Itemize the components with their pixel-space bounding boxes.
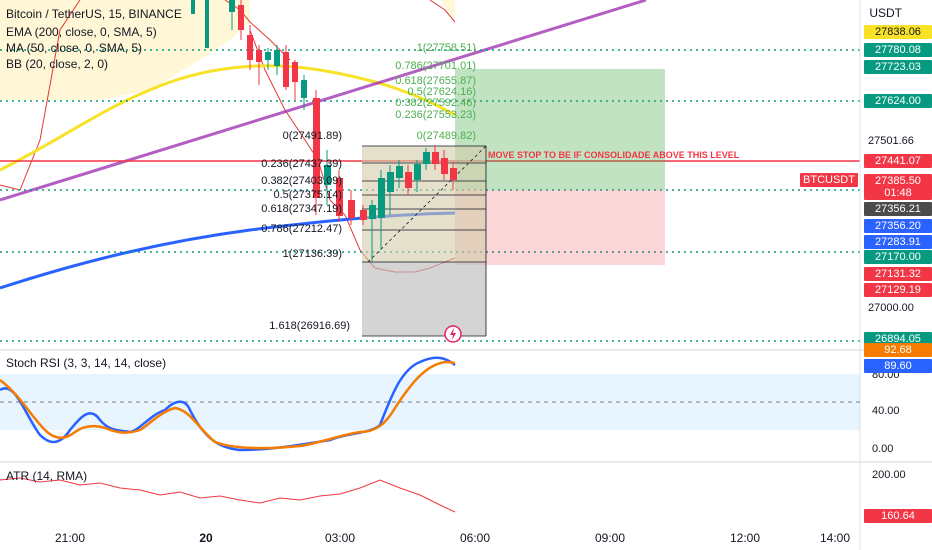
x-axis-label: 06:00 <box>459 531 491 545</box>
fib-level-label: 0.618(27347.19) <box>261 203 342 215</box>
fib-extension-label: 0.786(27701.01) <box>395 60 476 72</box>
x-axis-label: 12:00 <box>729 531 761 545</box>
x-axis-label: 09:00 <box>594 531 626 545</box>
legend-ema: EMA (200, close, 0, SMA, 5) <box>6 25 157 39</box>
position-profit-zone <box>455 69 665 190</box>
stoch-d-line <box>0 360 456 450</box>
position-loss-zone <box>455 190 665 265</box>
price-tag: 27780.08 <box>864 43 932 57</box>
fib-level-label: 0.382(27403.09) <box>261 175 342 187</box>
price-tag: 27385.50 <box>864 174 932 188</box>
legend-stoch-rsi: Stoch RSI (3, 3, 14, 14, close) <box>6 356 167 370</box>
price-tag: 27129.19 <box>864 283 932 297</box>
candles <box>229 0 457 262</box>
stoch-band <box>0 374 860 430</box>
fib-extension-label: 0.236(27553.23) <box>395 109 476 121</box>
x-axis-label: 14:00 <box>819 531 851 545</box>
bollinger-upper-line-right <box>429 0 456 23</box>
x-axis-label: 03:00 <box>324 531 356 545</box>
bollinger-lower-line <box>0 0 81 191</box>
fib-level-label: 0.236(27437.39) <box>261 158 342 170</box>
fib-level-label: 0.5(27375.14) <box>273 189 343 201</box>
price-tag: 27356.20 <box>864 219 932 233</box>
fib-level-label: 1.618(26916.69) <box>269 320 350 332</box>
price-tag: 92.68 <box>864 343 932 357</box>
fib-level-label: 0(27491.89) <box>282 130 342 142</box>
fib-box-lower <box>362 262 486 336</box>
fib-level-label: 1(27136.39) <box>282 248 342 260</box>
bollinger-band-fill <box>0 0 250 100</box>
axis-tick-40: 40.00 <box>872 405 900 417</box>
price-tag: 89.60 <box>864 359 932 373</box>
fib-extension-label: 0.382(27592.46) <box>395 97 476 109</box>
stop-note: MOVE STOP TO BE IF CONSOLIDADE ABOVE THI… <box>488 150 740 160</box>
price-tag: 160.64 <box>864 509 932 523</box>
candle-left-2 <box>191 0 195 14</box>
price-tag: 27283.91 <box>864 235 932 249</box>
axis-tick-0: 0.00 <box>872 443 894 455</box>
price-tag: 27356.21 <box>864 202 932 216</box>
stoch-k-line <box>0 356 456 452</box>
bollinger-band-fill-right <box>250 0 455 20</box>
legend-atr: ATR (14, RMA) <box>6 469 88 483</box>
fib-extension-label: 0.618(27655.87) <box>395 75 476 87</box>
fib-extension-label: 1(27758.51) <box>416 42 476 54</box>
candle-left-1 <box>205 0 209 48</box>
axis-tick-200: 200.00 <box>872 469 906 481</box>
symbol-tag: BTCUSDT <box>800 173 858 187</box>
price-tag: 27723.03 <box>864 60 932 74</box>
legend-ma: MA (50, close, 0, SMA, 5) <box>6 41 143 55</box>
ma-50-line <box>0 64 456 172</box>
price-tag: 01:48 <box>864 186 932 200</box>
fib-level-label: 0.786(27212.47) <box>261 223 342 235</box>
x-axis-label: 20 <box>199 531 213 545</box>
legend-bb: BB (20, close, 2, 0) <box>6 57 109 71</box>
price-tag: 27624.00 <box>864 94 932 108</box>
price-tag: 27131.32 <box>864 267 932 281</box>
price-tag: 27170.00 <box>864 250 932 264</box>
axis-tick-27000: 27000.00 <box>868 302 914 314</box>
fib-extension-label: 0.5(27624.16) <box>407 86 477 98</box>
price-tag: 27441.07 <box>864 154 932 168</box>
axis-tick-27501: 27501.66 <box>868 135 914 147</box>
price-tag: 26894.05 <box>864 332 932 346</box>
atr-line <box>0 477 456 513</box>
axis-currency: USDT <box>869 6 902 20</box>
trendline-purple <box>0 0 647 202</box>
price-tag: 27838.06 <box>864 25 932 39</box>
x-axis-label: 21:00 <box>54 531 86 545</box>
chart-title: Bitcoin / TetherUS, 15, BINANCE <box>6 7 182 21</box>
fib-extension-label: 0(27489.82) <box>416 130 476 142</box>
